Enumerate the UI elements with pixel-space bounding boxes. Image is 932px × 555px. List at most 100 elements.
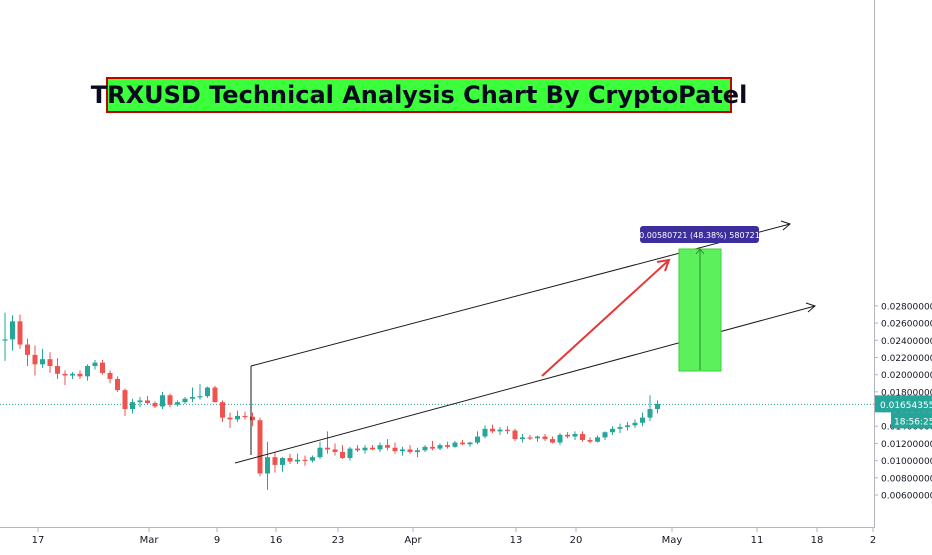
- candle-body: [557, 434, 563, 443]
- candle-body: [40, 359, 45, 365]
- candle-body: [355, 448, 360, 451]
- candle-body: [617, 427, 623, 429]
- time-tick-label: 9: [214, 535, 220, 546]
- candle-body: [415, 450, 420, 453]
- candle-body: [107, 372, 113, 379]
- candle-body: [175, 402, 180, 405]
- time-tick-label: May: [662, 535, 683, 546]
- candle-body: [145, 400, 150, 404]
- countdown-label: 18:56:25: [894, 417, 932, 427]
- candle-body: [527, 437, 533, 439]
- candle-body: [227, 417, 233, 420]
- candle-body: [497, 429, 503, 432]
- candle-body: [85, 366, 90, 377]
- current-price-badge: [875, 395, 932, 413]
- candle-body: [370, 447, 375, 450]
- candle-body: [2, 339, 8, 341]
- price-tick-label: 0.01200000: [881, 440, 932, 450]
- candle-body: [377, 445, 383, 450]
- candle-body: [92, 362, 98, 367]
- candle-body: [212, 387, 218, 403]
- measure-badge-label: 0.00580721 (48.38%) 580721: [639, 231, 760, 240]
- candle-body: [287, 458, 293, 462]
- candle-body: [220, 402, 225, 418]
- candle-body: [10, 321, 15, 340]
- candle-body: [445, 445, 450, 447]
- candle-body: [437, 445, 443, 449]
- candle-body: [152, 403, 158, 407]
- candle-body: [452, 442, 458, 447]
- candle-body: [295, 459, 300, 462]
- candle-body: [197, 396, 203, 398]
- candle-body: [130, 402, 135, 410]
- candle-body: [392, 447, 398, 452]
- candle-body: [115, 378, 120, 391]
- candle-body: [610, 428, 615, 433]
- candle-body: [317, 447, 323, 458]
- candle-body: [25, 344, 30, 355]
- current-price-label: 0.01654355: [880, 401, 932, 411]
- candle-body: [625, 425, 630, 428]
- candle-body: [482, 428, 488, 437]
- candle-body: [55, 366, 60, 374]
- candle-body: [242, 415, 248, 418]
- candle-body: [310, 457, 315, 461]
- candle-body: [422, 446, 428, 451]
- candle-body: [190, 396, 195, 399]
- candle-body: [325, 447, 330, 450]
- time-tick-label: 18: [811, 535, 824, 546]
- measure-badge: [640, 226, 759, 243]
- candle-body: [490, 428, 495, 432]
- candle-body: [362, 447, 368, 451]
- candle-body: [250, 416, 255, 421]
- time-tick-label: 13: [510, 535, 523, 546]
- price-tick-label: 0.00800000: [881, 474, 932, 484]
- candle-body: [535, 436, 540, 439]
- candle-body: [512, 430, 518, 440]
- candle-body: [572, 433, 578, 437]
- candle-body: [205, 387, 210, 397]
- candle-body: [70, 373, 75, 376]
- price-tick-label: 0.01800000: [881, 388, 932, 398]
- time-tick-label: 11: [751, 535, 764, 546]
- price-tick-label: 0.02200000: [881, 354, 932, 364]
- candle-body: [565, 434, 570, 437]
- candle-body: [280, 458, 285, 465]
- candle-body: [272, 457, 278, 465]
- candle-body: [302, 459, 308, 461]
- candle-body: [430, 446, 435, 449]
- candle-body: [655, 403, 660, 410]
- candle-body: [505, 429, 510, 431]
- drawing-layer: 0.00580721 (48.38%) 580721: [234, 220, 816, 464]
- candle-body: [17, 321, 23, 345]
- target-range-arrowhead: [695, 248, 705, 255]
- lower-channel-line: [234, 305, 816, 464]
- time-tick-label: 23: [332, 535, 345, 546]
- chart-title: TRXUSD Technical Analysis Chart By Crypt…: [91, 77, 747, 113]
- candle-layer: [2, 312, 660, 490]
- candle-body: [122, 390, 128, 410]
- candle-body: [467, 442, 473, 445]
- candle-body: [182, 398, 188, 403]
- candle-body: [332, 449, 338, 453]
- candle-body: [340, 452, 345, 459]
- candle-body: [475, 436, 480, 443]
- price-tick-label: 0.02600000: [881, 320, 932, 330]
- candle-body: [550, 439, 555, 443]
- time-tick-label: Apr: [404, 535, 422, 546]
- countdown-badge: [891, 412, 932, 429]
- time-tick-label: 17: [32, 535, 45, 546]
- upper-channel-arrowhead: [780, 220, 791, 231]
- candle-body: [542, 436, 548, 440]
- candle-body: [640, 417, 645, 423]
- candle-body: [347, 448, 353, 459]
- time-tick-label: Mar: [140, 535, 160, 546]
- candle-body: [400, 449, 405, 452]
- candle-body: [595, 437, 600, 442]
- candle-body: [407, 449, 413, 453]
- candle-body: [160, 395, 165, 407]
- projection-arrowhead: [656, 258, 671, 272]
